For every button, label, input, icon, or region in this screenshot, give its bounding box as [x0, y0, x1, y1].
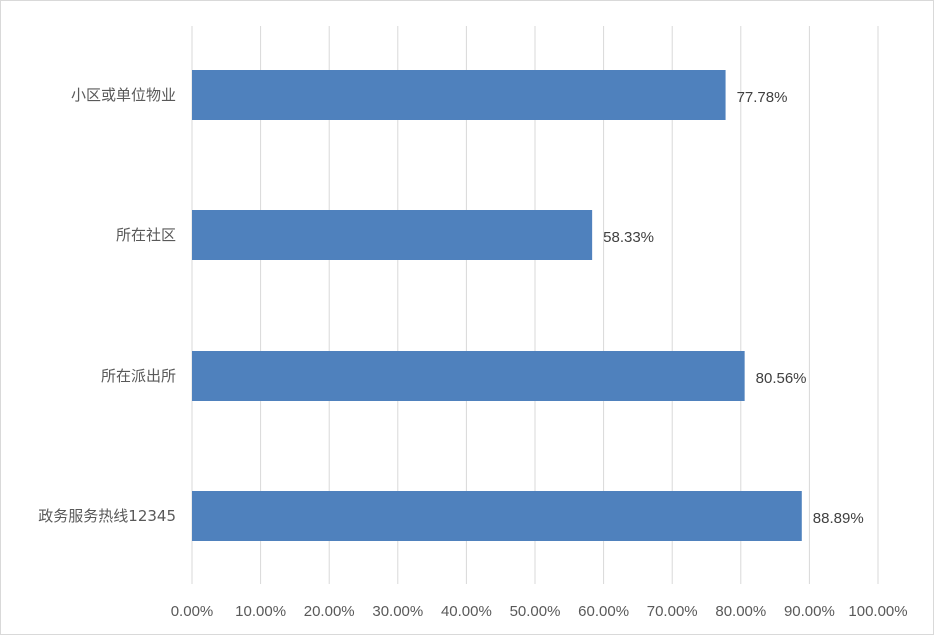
bar — [192, 351, 745, 401]
bar — [192, 210, 593, 260]
x-tick-label: 30.00% — [372, 603, 423, 620]
x-tick-label: 0.00% — [171, 603, 214, 620]
x-tick-label: 10.00% — [235, 603, 286, 620]
bar — [192, 491, 802, 541]
data-label: 88.89% — [813, 510, 864, 527]
bar — [192, 70, 726, 120]
x-tick-label: 20.00% — [304, 603, 355, 620]
category-label: 所在派出所 — [101, 367, 176, 385]
data-label: 80.56% — [756, 370, 807, 387]
data-label: 58.33% — [603, 229, 654, 246]
category-label: 政务服务热线12345 — [38, 507, 176, 525]
category-label: 所在社区 — [116, 226, 176, 244]
x-tick-label: 80.00% — [715, 603, 766, 620]
x-tick-label: 40.00% — [441, 603, 492, 620]
x-tick-label: 50.00% — [510, 603, 561, 620]
x-tick-label: 60.00% — [578, 603, 629, 620]
x-tick-label: 70.00% — [647, 603, 698, 620]
x-tick-label: 100.00% — [848, 603, 907, 620]
data-label: 77.78% — [737, 89, 788, 106]
x-tick-label: 90.00% — [784, 603, 835, 620]
category-label: 小区或单位物业 — [71, 86, 176, 104]
